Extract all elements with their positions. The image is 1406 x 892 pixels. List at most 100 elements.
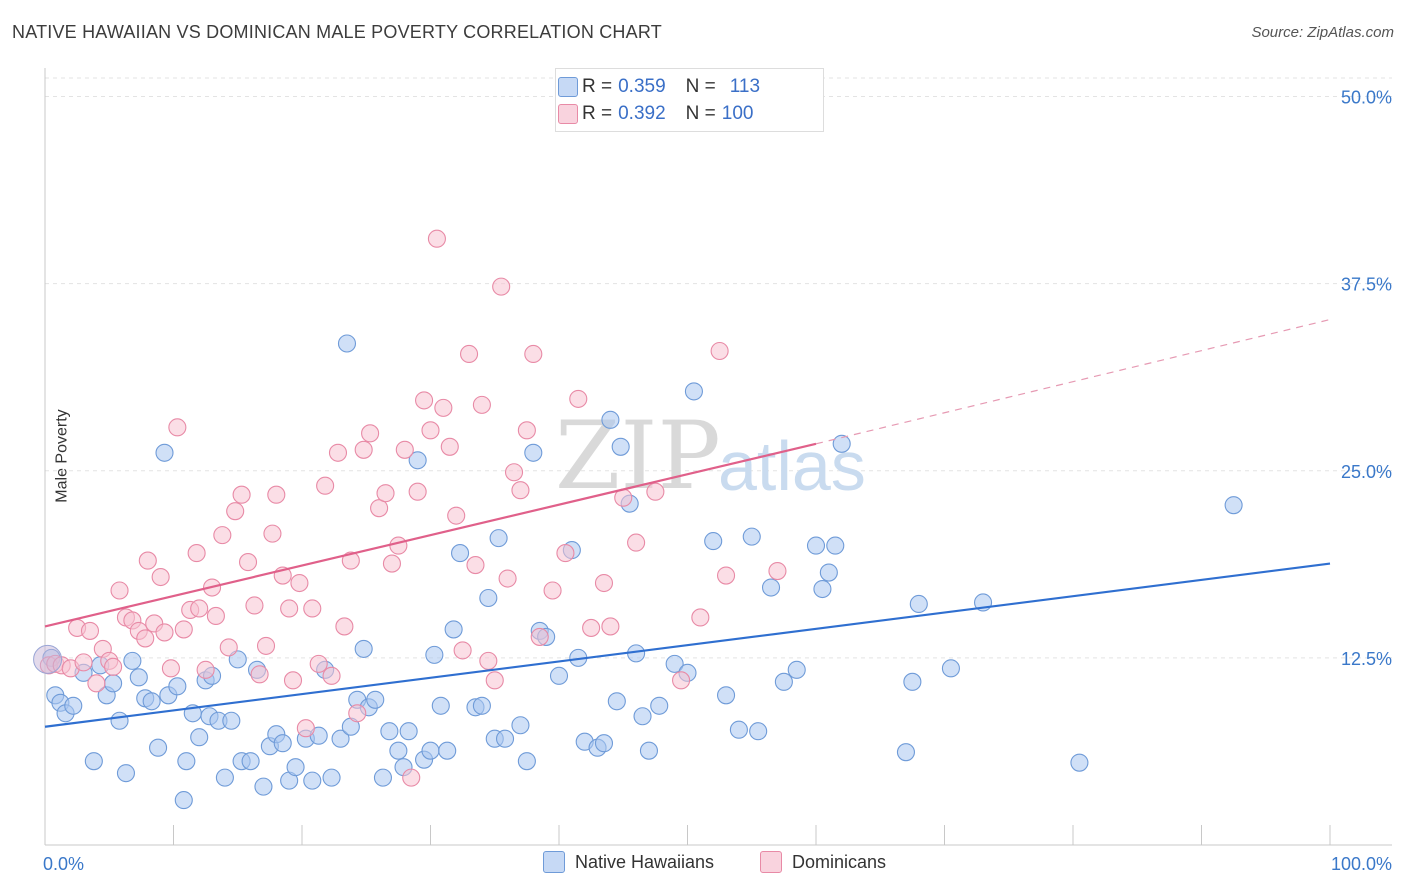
data-point [729, 720, 748, 739]
data-point-cluster [33, 644, 63, 674]
data-point [459, 344, 479, 364]
data-point [639, 741, 659, 760]
x-tick-label-start: 0.0% [43, 854, 84, 874]
data-point [1224, 496, 1243, 515]
data-point [190, 599, 209, 618]
data-point [303, 771, 322, 790]
data-point [226, 502, 245, 521]
y-tick-label: 12.5% [1341, 649, 1392, 669]
data-point [819, 563, 838, 582]
watermark-zip: ZIP [555, 402, 721, 511]
data-point [366, 690, 385, 709]
r-label: R = [582, 76, 613, 97]
y-tick-label: 25.0% [1341, 462, 1392, 482]
data-point [151, 567, 170, 587]
data-point [337, 334, 357, 353]
data-point [123, 651, 142, 670]
r-value: 0.392 [618, 103, 666, 124]
data-point [530, 627, 549, 646]
axes [44, 68, 1392, 846]
data-point [263, 524, 282, 543]
data-point [104, 657, 123, 676]
data-point [594, 573, 614, 593]
data-point [174, 791, 193, 810]
data-point [504, 463, 524, 482]
data-point [74, 653, 93, 672]
data-point [472, 696, 491, 715]
data-point [80, 621, 100, 640]
data-point [331, 729, 350, 748]
data-point [309, 654, 328, 673]
data-point [142, 692, 161, 711]
data-point [380, 722, 399, 741]
data-point [415, 391, 434, 410]
data-point [328, 443, 348, 462]
data-point [440, 437, 459, 456]
data-point [524, 344, 543, 364]
data-point [280, 599, 299, 618]
data-point [903, 672, 922, 691]
data-point [219, 638, 238, 657]
data-point [408, 482, 427, 501]
data-point [489, 529, 508, 548]
data-point [425, 645, 444, 664]
legend-label: Native Hawaiians [575, 851, 715, 872]
data-point [241, 752, 260, 771]
y-tick-label: 50.0% [1341, 88, 1392, 108]
data-point [472, 395, 491, 414]
data-point [710, 341, 729, 361]
y-tick-label: 37.5% [1341, 275, 1392, 295]
data-point [228, 650, 247, 669]
n-value: 113 [729, 76, 761, 97]
legend-item-native-hawaiians[interactable]: Native Hawaiians [543, 851, 714, 873]
data-point [633, 707, 652, 726]
trend-lines [44, 318, 1331, 728]
data-point [611, 437, 630, 456]
data-point [348, 704, 367, 723]
data-point [87, 674, 106, 693]
legend-row-native-hawaiians: R = 0.359 N = 113 [558, 75, 761, 99]
data-point [168, 418, 187, 437]
data-point [389, 536, 408, 555]
data-point [256, 636, 276, 655]
data-point [267, 485, 286, 504]
data-point [370, 499, 389, 518]
data-point [149, 738, 168, 757]
data-point [376, 484, 395, 503]
data-point [569, 389, 588, 408]
data-point [447, 506, 466, 525]
data-point [250, 665, 269, 684]
data-point [704, 532, 723, 551]
data-point [1070, 753, 1089, 772]
data-point [427, 229, 446, 248]
data-point [492, 277, 511, 296]
legend-swatch-blue [543, 851, 565, 873]
trend-line-native-hawaiians [44, 562, 1331, 728]
data-point [215, 768, 234, 787]
data-point [511, 481, 530, 500]
legend-row-dominicans: R = 0.392 N = 100 [558, 102, 753, 126]
data-point [826, 536, 845, 555]
data-point [774, 672, 793, 691]
data-point [341, 551, 360, 570]
trend-line-dominicans-projection [815, 318, 1331, 445]
legend-item-dominicans[interactable]: Dominicans [760, 851, 886, 873]
data-point [650, 696, 669, 715]
data-point [672, 671, 691, 690]
data-point [155, 443, 174, 462]
data-point [206, 606, 225, 626]
data-point [556, 544, 575, 563]
data-point [524, 443, 543, 462]
data-point [511, 716, 530, 735]
data-point [245, 596, 264, 615]
legend-label: Dominicans [792, 851, 887, 872]
data-point [646, 482, 665, 501]
data-point [222, 711, 241, 730]
data-point [787, 660, 806, 679]
data-point [941, 659, 960, 678]
r-label: R = [582, 103, 613, 124]
data-point [322, 666, 341, 685]
n-label: N = [685, 76, 716, 97]
data-point [434, 398, 453, 417]
